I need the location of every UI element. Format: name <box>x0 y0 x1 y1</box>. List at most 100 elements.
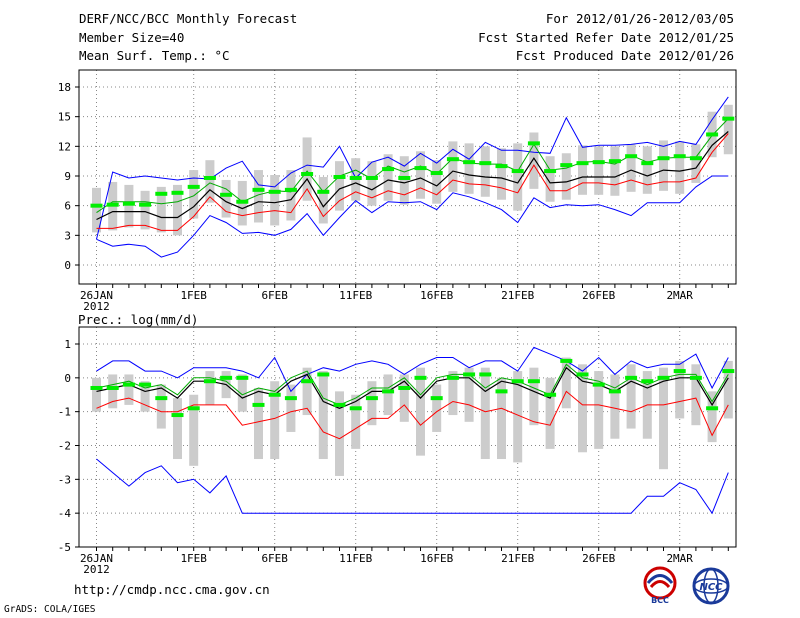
ensemble-box <box>691 144 701 183</box>
control-marker <box>398 175 411 180</box>
plot-frame <box>78 326 737 548</box>
year-label: 2012 <box>83 300 110 313</box>
precipitation-panel: 1 0 -1 -2 -3 -4 -5 26JAN 1FEB 6FEB 11FEB 16FEB 21FEB… <box>58 326 737 576</box>
ensemble-box <box>399 374 409 422</box>
y-tick-label: -1 <box>58 406 71 419</box>
ensemble-box <box>351 394 361 449</box>
ensemble-box <box>221 179 231 218</box>
control-marker <box>398 385 411 390</box>
ensemble-box <box>448 141 458 192</box>
ensemble-box <box>383 374 393 416</box>
ensemble-box <box>270 175 280 226</box>
control-marker <box>284 396 297 401</box>
y-tick-label: 15 <box>58 111 71 124</box>
control-marker <box>511 379 524 384</box>
ensemble-box <box>594 146 604 195</box>
min-line <box>96 175 729 258</box>
source-url[interactable]: http://cmdp.ncc.cma.gov.cn <box>74 582 270 597</box>
x-tick-label: 6FEB <box>261 552 288 565</box>
control-marker <box>560 358 573 363</box>
x-tick-label: 26JAN <box>80 552 113 565</box>
control-marker <box>592 160 605 165</box>
member-size: Member Size=40 <box>79 30 185 45</box>
bcc-logo: BCC <box>640 566 686 606</box>
control-marker <box>203 175 216 180</box>
x-tick-label: 26FEB <box>582 552 615 565</box>
control-marker <box>155 396 168 401</box>
ensemble-box <box>707 391 717 443</box>
y-tick-label: 18 <box>58 81 71 94</box>
control-marker <box>122 382 135 387</box>
ensemble-box <box>254 387 263 460</box>
ensemble-box <box>594 371 604 449</box>
control-marker <box>236 375 249 380</box>
ensemble-box <box>318 371 328 460</box>
ensemble-box <box>173 184 182 236</box>
control-marker <box>689 375 702 380</box>
ensemble-box <box>497 148 506 200</box>
control-marker <box>446 157 459 162</box>
ensemble-box <box>723 104 733 155</box>
ensemble-box <box>561 153 571 200</box>
control-marker <box>139 382 152 387</box>
ensemble-box <box>545 156 555 202</box>
x-tick-label: 2MAR <box>666 289 693 302</box>
control-marker <box>479 372 492 377</box>
control-marker <box>382 389 395 394</box>
control-marker <box>430 171 443 176</box>
ensemble-box <box>302 137 312 201</box>
precip-label: Prec.: log(mm/d) <box>78 312 199 327</box>
control-marker <box>155 191 168 196</box>
control-marker <box>333 402 346 407</box>
control-marker <box>171 413 184 418</box>
forecast-start-date: Fcst Started Refer Date 2012/01/25 <box>478 30 734 45</box>
control-marker <box>317 372 330 377</box>
control-marker <box>527 379 540 384</box>
ensemble-box <box>205 371 215 405</box>
control-marker <box>252 402 265 407</box>
control-marker <box>106 202 119 207</box>
variable-label: Mean Surf. Temp.: °C <box>79 48 230 63</box>
ensemble-box <box>156 384 166 429</box>
ensemble-box <box>723 360 733 419</box>
control-marker <box>608 389 621 394</box>
ensemble-box <box>140 190 150 230</box>
control-marker <box>625 154 638 159</box>
ensemble-box <box>642 146 652 194</box>
x-tick-label: 6FEB <box>261 289 288 302</box>
ensemble-box <box>156 186 166 233</box>
control-marker <box>414 166 427 171</box>
ensemble-box <box>270 381 280 460</box>
upper-spread-line <box>96 363 729 406</box>
max-line <box>96 346 729 393</box>
control-marker <box>706 406 719 411</box>
control-marker <box>317 189 330 194</box>
ensemble-box <box>124 374 134 405</box>
control-marker <box>560 163 573 168</box>
y-tick-label: -5 <box>58 541 71 554</box>
control-marker <box>495 389 508 394</box>
control-marker <box>576 372 589 377</box>
y-tick-label: 6 <box>64 200 71 213</box>
y-tick-label: 0 <box>64 259 71 272</box>
control-marker <box>106 385 119 390</box>
ncc-logo-text: NCC <box>699 582 723 593</box>
control-marker <box>673 369 686 374</box>
control-marker <box>365 396 378 401</box>
ensemble-box <box>448 371 458 416</box>
ensemble-box <box>578 364 587 453</box>
ensemble-box <box>464 367 474 422</box>
ensemble-box <box>561 357 571 409</box>
ensemble-box <box>335 161 344 211</box>
ensemble-box <box>480 367 490 460</box>
ensemble-box <box>578 145 587 195</box>
ensemble-box <box>335 391 344 476</box>
ensemble-box <box>626 364 636 429</box>
ensemble-box <box>432 384 442 432</box>
grads-credit: GrADS: COLA/IGES <box>4 604 96 615</box>
ensemble-box <box>108 374 118 409</box>
ensemble-box <box>675 141 685 194</box>
control-marker <box>252 187 265 192</box>
control-marker <box>268 392 281 397</box>
x-tick-label: 11FEB <box>339 289 372 302</box>
